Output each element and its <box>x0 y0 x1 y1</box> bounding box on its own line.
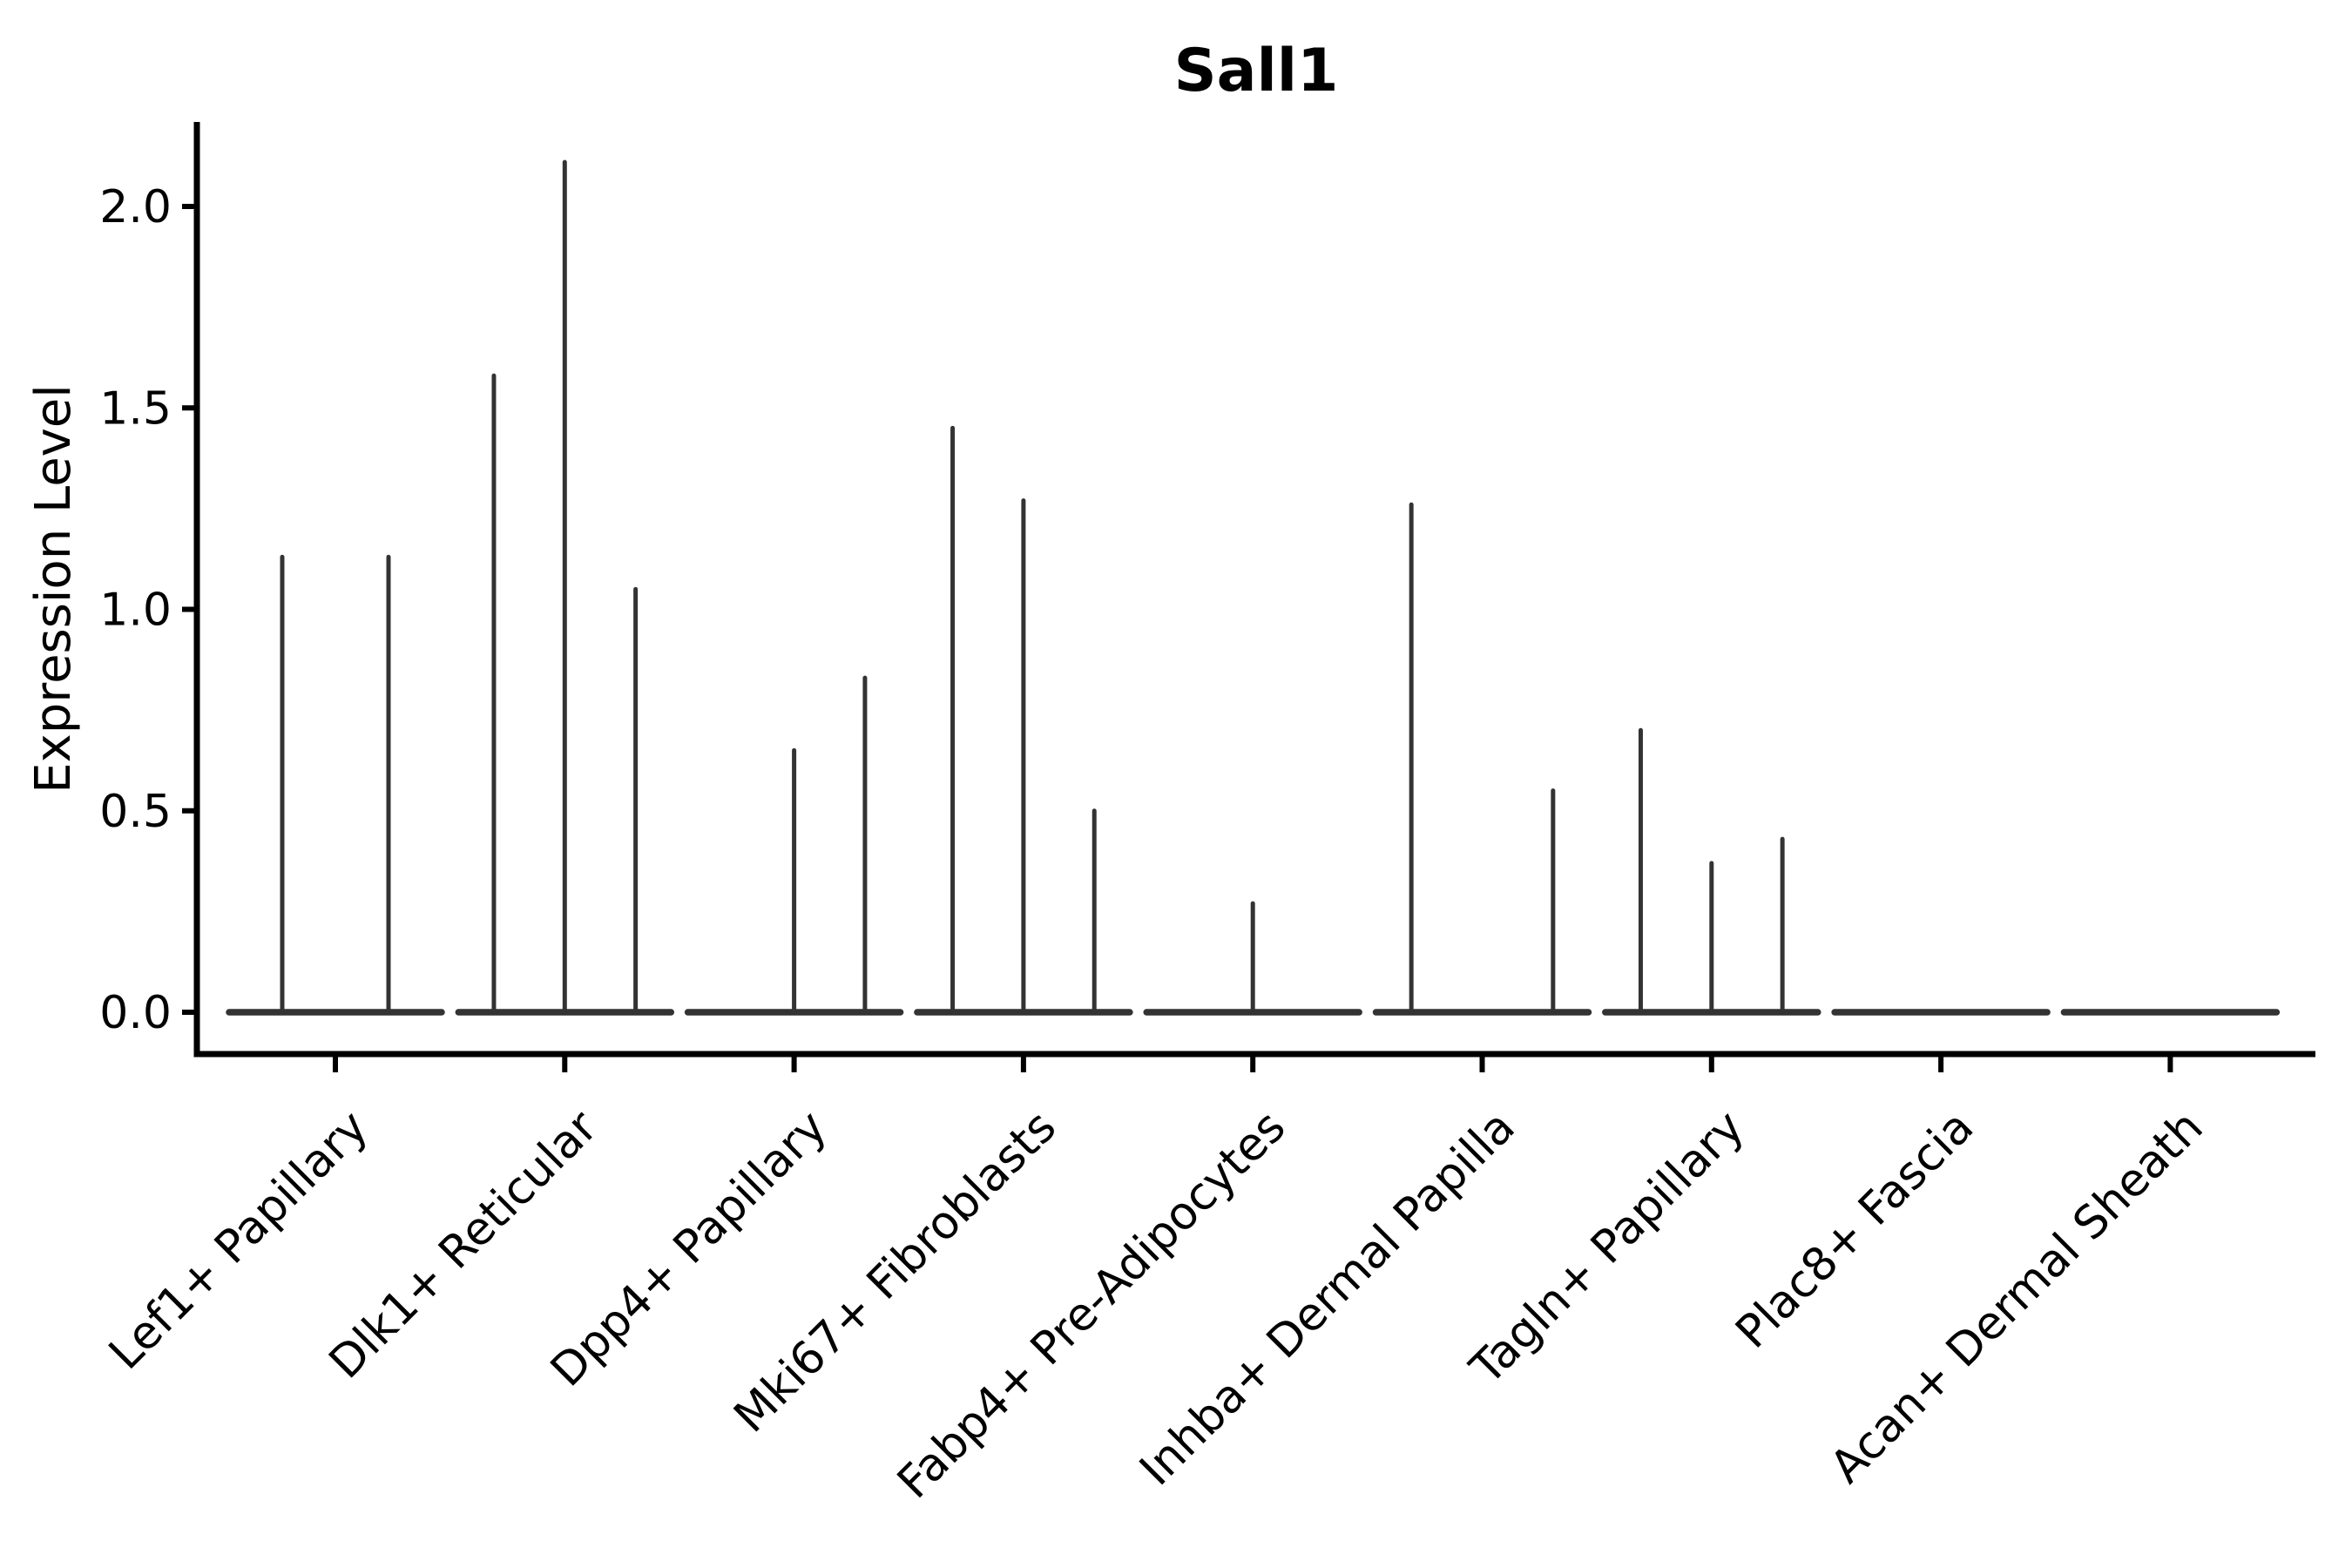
violin-category <box>1602 727 1821 1016</box>
violin-category <box>226 554 445 1016</box>
x-tick-label: Acan+ Dermal Sheath <box>1821 1101 2213 1494</box>
violins-group <box>226 159 2281 1016</box>
axis-spines <box>193 122 2315 1058</box>
violin-category <box>1143 901 1362 1016</box>
violin-category <box>914 425 1133 1016</box>
violin-category <box>684 675 904 1016</box>
x-tick-label: Inhba+ Dermal Papilla <box>1130 1101 1524 1496</box>
y-tick-label: 0.0 <box>99 987 172 1039</box>
y-tick-label: 1.0 <box>99 585 172 637</box>
y-axis-ticks: 0.0 0.5 1.0 1.5 2.0 <box>99 181 197 1039</box>
violin-category <box>455 159 675 1016</box>
y-tick-label: 0.5 <box>99 786 172 838</box>
chart-title: Sall1 <box>1174 37 1339 105</box>
y-tick-label: 1.5 <box>99 382 172 435</box>
violin-category <box>1372 502 1592 1016</box>
x-tick-label: Fabp4+ Pre-Adipocytes <box>888 1101 1295 1509</box>
x-tick-label: Plac8+ Fascia <box>1726 1101 1984 1359</box>
y-axis-label: Expression Level <box>25 384 82 794</box>
y-tick-label: 2.0 <box>99 181 172 233</box>
